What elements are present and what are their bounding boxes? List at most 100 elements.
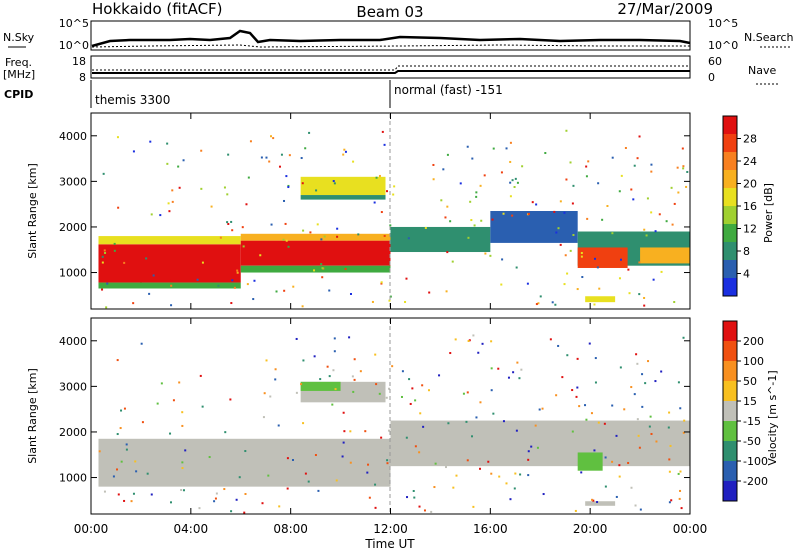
echo-point — [606, 204, 609, 207]
noise-search-trace — [91, 44, 690, 48]
echo-point — [627, 268, 630, 271]
echo-point — [349, 461, 352, 464]
echo-point — [308, 131, 311, 134]
echo-point — [113, 249, 116, 252]
echo-point — [132, 150, 135, 153]
velocity-panel: 1000 2000 3000 4000 Slant Range [km] — [26, 317, 691, 515]
echo-point — [620, 174, 623, 177]
echo-point — [433, 486, 436, 489]
echo-point — [351, 375, 354, 378]
echo-point — [263, 241, 266, 244]
freq-right-tick-bottom: 0 — [708, 71, 715, 84]
echo-point — [668, 470, 671, 473]
echo-point — [343, 430, 346, 433]
echo-point — [249, 140, 252, 143]
colorbar-swatch — [723, 116, 737, 135]
colorbar-swatch — [723, 152, 737, 171]
echo-point — [449, 352, 452, 355]
echo-point — [500, 283, 503, 286]
echo-point — [643, 304, 646, 307]
echo-point — [245, 203, 248, 206]
echo-point — [432, 178, 435, 181]
colorbar-swatch — [723, 441, 737, 462]
echo-band — [98, 438, 391, 487]
echo-point — [349, 458, 352, 461]
echo-point — [480, 219, 483, 222]
echo-point — [683, 419, 686, 422]
colorbar-swatch — [723, 361, 737, 382]
echo-point — [644, 382, 647, 385]
echo-point — [619, 366, 622, 369]
colorbar-swatch — [723, 242, 737, 261]
echo-point — [527, 458, 530, 461]
echo-point — [149, 140, 152, 143]
echo-point — [489, 254, 492, 257]
echo-point — [146, 472, 149, 475]
echo-point — [230, 302, 233, 305]
echo-point — [380, 211, 383, 214]
echo-point — [106, 282, 109, 285]
echo-point — [509, 195, 512, 198]
echo-point — [319, 378, 322, 381]
echo-point — [498, 475, 501, 478]
echo-point — [388, 429, 391, 432]
echo-point — [380, 436, 383, 439]
echo-point — [676, 166, 679, 169]
echo-point — [446, 251, 449, 254]
echo-point — [286, 457, 289, 460]
echo-point — [314, 454, 317, 457]
echo-point — [181, 411, 184, 414]
echo-point — [509, 498, 512, 501]
echo-point — [120, 409, 123, 412]
echo-point — [333, 182, 336, 185]
echo-point — [283, 199, 286, 202]
echo-point — [650, 170, 653, 173]
echo-point — [660, 370, 663, 373]
echo-point — [497, 367, 500, 370]
echo-point — [471, 157, 474, 160]
echo-point — [336, 227, 339, 230]
echo-point — [481, 342, 484, 345]
echo-point — [630, 386, 633, 389]
echo-point — [238, 476, 241, 479]
echo-point — [447, 422, 450, 425]
station-title: Hokkaido (fitACF) — [92, 0, 223, 18]
colorbar-tick-label: 20 — [743, 178, 757, 191]
echo-point — [635, 353, 638, 356]
colorbar-swatch — [723, 321, 737, 342]
echo-point — [502, 420, 505, 423]
echo-point — [180, 488, 183, 491]
echo-point — [375, 383, 378, 386]
echo-point — [241, 226, 244, 229]
echo-point — [326, 365, 329, 368]
echo-point — [424, 226, 427, 229]
echo-point — [624, 146, 627, 149]
echo-point — [564, 254, 567, 257]
echo-point — [667, 426, 670, 429]
colorbar-swatch — [723, 401, 737, 422]
colorbar-swatch — [723, 224, 737, 243]
echo-point — [534, 424, 537, 427]
echo-band — [577, 247, 628, 268]
echo-point — [342, 441, 345, 444]
colorbar-tick-label: 8 — [743, 245, 750, 258]
echo-band — [300, 176, 386, 196]
echo-point — [636, 418, 639, 421]
echo-point — [451, 260, 454, 263]
echo-point — [219, 236, 222, 239]
echo-point — [526, 282, 529, 285]
echo-point — [123, 407, 126, 410]
echo-point — [559, 200, 562, 203]
echo-point — [603, 422, 606, 425]
echo-point — [615, 495, 618, 498]
echo-point — [113, 242, 116, 245]
echo-point — [233, 286, 236, 289]
echo-point — [658, 213, 661, 216]
echo-point — [446, 153, 449, 156]
echo-point — [170, 284, 173, 287]
echo-point — [120, 460, 123, 463]
echo-point — [418, 451, 421, 454]
echo-point — [130, 500, 133, 503]
echo-point — [527, 450, 530, 453]
